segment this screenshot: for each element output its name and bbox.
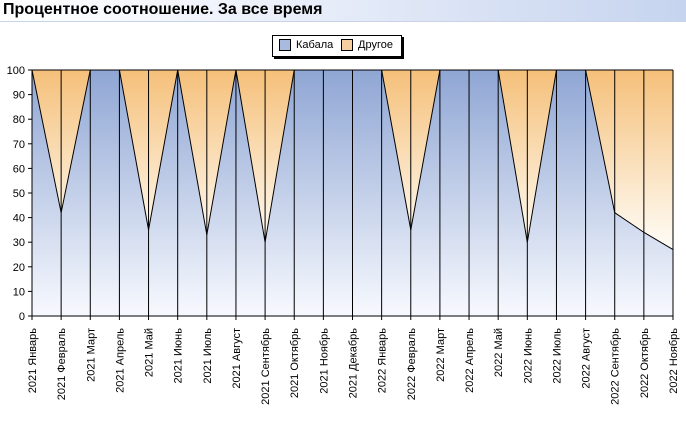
x-tick-label: 2021 Июнь	[173, 328, 185, 384]
y-tick-label: 50	[13, 188, 25, 200]
page-title: Процентное соотношение. За все время	[3, 1, 323, 18]
area-series-other	[32, 70, 673, 250]
x-tick-label: 2021 Март	[85, 328, 97, 382]
x-tick-label: 2022 Апрель	[464, 328, 476, 393]
legend-item-series1: Кабала	[279, 39, 333, 51]
title-bar: Процентное соотношение. За все время	[0, 0, 686, 22]
x-tick-label: 2021 Февраль	[56, 328, 68, 401]
x-tick-label: 2021 Декабрь	[348, 328, 360, 399]
x-tick-label: 2022 Февраль	[406, 328, 418, 401]
y-tick-label: 40	[13, 213, 25, 225]
legend-swatch-series2	[341, 39, 353, 51]
y-tick-label: 0	[19, 311, 25, 323]
x-tick-label: 2022 Сентябрь	[610, 328, 622, 405]
x-tick-label: 2022 Январь	[377, 328, 389, 394]
x-tick-label: 2022 Март	[435, 328, 447, 382]
x-tick-label: 2021 Август	[231, 328, 243, 389]
x-tick-label: 2021 Апрель	[114, 328, 126, 393]
y-tick-label: 80	[13, 114, 25, 126]
y-tick-label: 90	[13, 90, 25, 102]
legend-swatch-series1	[279, 39, 291, 51]
x-tick-label: 2021 Октябрь	[289, 328, 301, 398]
x-tick-label: 2022 Октябрь	[639, 328, 651, 398]
x-tick-label: 2021 Сентябрь	[260, 328, 272, 405]
y-tick-label: 70	[13, 139, 25, 151]
legend-label-series2: Другое	[358, 39, 393, 51]
x-tick-label: 2022 Июль	[551, 328, 563, 384]
x-tick-label: 2021 Июль	[202, 328, 214, 384]
x-tick-label: 2022 Май	[493, 328, 505, 377]
x-tick-label: 2022 Август	[581, 328, 593, 389]
x-tick-label: 2022 Июнь	[522, 328, 534, 384]
series-boundary-line	[31, 69, 674, 251]
y-tick-label: 100	[7, 65, 25, 77]
x-tick-label: 2021 Ноябрь	[318, 328, 330, 394]
x-tick-label: 2021 Январь	[27, 328, 39, 394]
x-tick-label: 2022 Ноябрь	[668, 328, 680, 394]
chart-legend: Кабала Другое	[272, 35, 402, 57]
y-tick-label: 10	[13, 286, 25, 298]
legend-label-series1: Кабала	[296, 39, 334, 51]
area-series-kabala	[32, 70, 673, 316]
legend-item-series2: Другое	[341, 39, 393, 51]
y-tick-label: 60	[13, 163, 25, 175]
y-tick-label: 20	[13, 262, 25, 274]
y-tick-label: 30	[13, 237, 25, 249]
x-tick-label: 2021 Май	[144, 328, 156, 377]
